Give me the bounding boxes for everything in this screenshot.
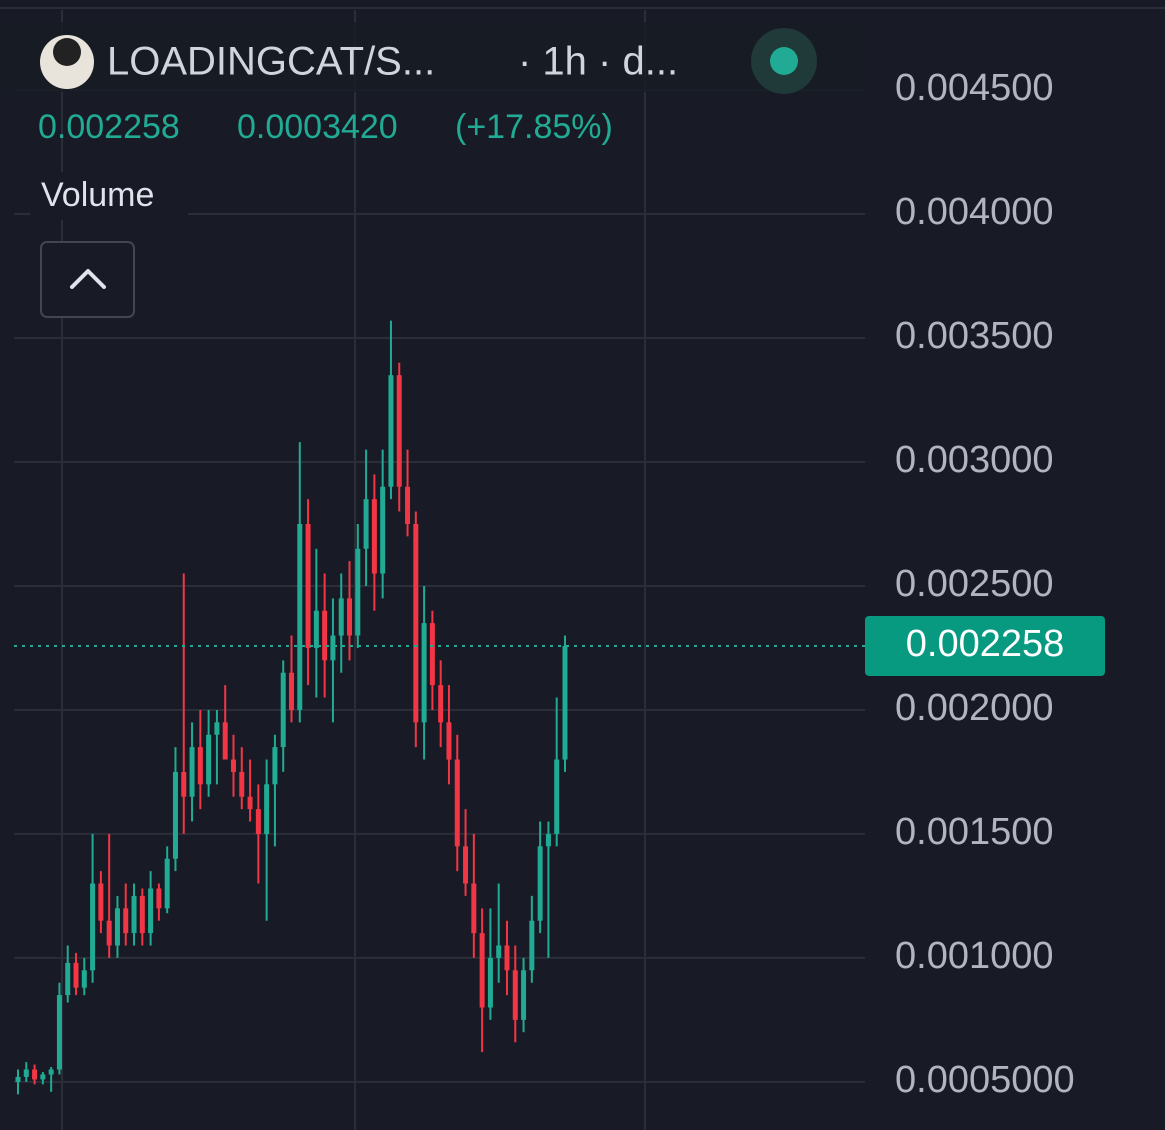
- volume-bg: [30, 172, 188, 220]
- y-tick-label: 0.0005000: [895, 1059, 1075, 1101]
- candle-body: [338, 598, 344, 636]
- candle-body: [330, 635, 336, 661]
- candle-body: [537, 846, 543, 921]
- chevron-icon: [70, 269, 106, 289]
- candle-body: [421, 623, 427, 723]
- candle-body: [454, 759, 460, 847]
- candle-body: [90, 883, 96, 971]
- candle-body: [355, 548, 361, 636]
- candle-body: [429, 623, 435, 686]
- interval: · 1h · d...: [518, 40, 678, 84]
- candle-body: [65, 962, 71, 996]
- candle-body: [255, 809, 261, 834]
- candle-body: [272, 747, 278, 785]
- candle-body: [413, 523, 419, 723]
- change: 0.0003420: [237, 108, 398, 146]
- candle-body: [247, 796, 253, 810]
- candle-body: [206, 734, 212, 785]
- candle-body: [280, 672, 286, 748]
- collapse-button[interactable]: [40, 241, 135, 318]
- candle-body: [123, 908, 129, 934]
- candle-body: [148, 888, 154, 934]
- candle-body: [106, 920, 112, 946]
- candle-body: [197, 747, 203, 785]
- candle-body: [73, 962, 79, 988]
- candle-body: [371, 499, 377, 574]
- price: 0.002258: [38, 108, 180, 146]
- last-price-box: [865, 615, 1105, 676]
- last-price-label: 0.002258: [906, 623, 1065, 665]
- candle-body: [32, 1069, 38, 1080]
- candle-body: [363, 499, 369, 549]
- candle-body: [479, 933, 485, 1008]
- candle-body: [562, 645, 568, 760]
- y-tick-label: 0.001500: [895, 811, 1054, 853]
- indicator-label: Volume: [41, 176, 154, 214]
- candle-body: [446, 722, 452, 760]
- y-tick-label: 0.001000: [895, 935, 1054, 977]
- y-tick-label: 0.003500: [895, 315, 1054, 357]
- candle-body: [405, 486, 411, 524]
- candle-body: [56, 995, 62, 1070]
- candle-body: [496, 945, 502, 958]
- candle-body: [438, 685, 444, 723]
- candle-body: [504, 945, 510, 971]
- candle-body: [396, 375, 402, 487]
- candle-body: [380, 486, 386, 574]
- status-dot: [770, 47, 798, 75]
- candle-body: [189, 747, 195, 797]
- candle-body: [214, 722, 220, 735]
- candle-body: [487, 957, 493, 1008]
- y-tick-label: 0.002500: [895, 563, 1054, 605]
- candle-body: [139, 895, 145, 934]
- candle-body: [81, 970, 87, 988]
- candle-body: [347, 598, 353, 636]
- candle-body: [98, 883, 104, 921]
- candle-body: [529, 920, 535, 971]
- candle-body: [48, 1069, 54, 1075]
- candle-body: [305, 523, 311, 648]
- candle-body: [297, 523, 303, 710]
- y-tick-label: 0.004500: [895, 67, 1054, 109]
- candle-body: [23, 1069, 29, 1077]
- candle-body: [554, 759, 560, 834]
- avatar-detail: [53, 38, 81, 66]
- header-bg: [0, 22, 865, 92]
- candle-body: [388, 375, 394, 487]
- candle-body: [289, 672, 294, 710]
- y-tick-label: 0.004000: [895, 191, 1054, 233]
- candle-body: [471, 883, 477, 934]
- candle-body: [264, 784, 270, 834]
- y-tick-label: 0.003000: [895, 439, 1054, 481]
- candle-body: [545, 833, 551, 847]
- candle-body: [521, 970, 527, 1020]
- candle-body: [172, 771, 178, 859]
- candle-body: [114, 908, 120, 946]
- candle-body: [512, 970, 518, 1020]
- candle-body: [239, 771, 245, 797]
- candle-body: [322, 610, 328, 661]
- change-pct: (+17.85%): [455, 108, 613, 146]
- symbol: LOADINGCAT/S...: [107, 40, 435, 84]
- candle-body: [15, 1076, 21, 1082]
- candle-body: [164, 858, 170, 909]
- y-tick-label: 0.002000: [895, 687, 1054, 729]
- candle-body: [222, 722, 228, 760]
- candle-body: [230, 759, 236, 772]
- candle-body: [313, 610, 319, 648]
- candle-body: [463, 846, 469, 884]
- candle-body: [156, 888, 162, 909]
- candle-body: [181, 771, 187, 797]
- candle-body: [131, 895, 137, 934]
- candle-body: [40, 1074, 46, 1080]
